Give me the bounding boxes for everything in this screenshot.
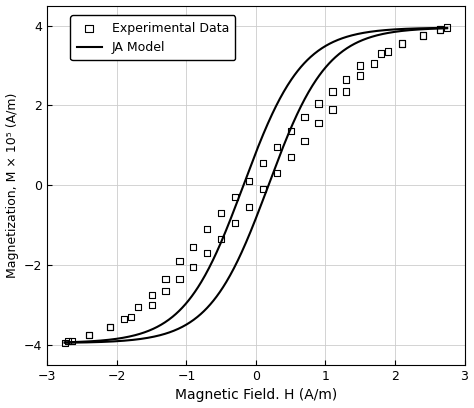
Point [127,314,135,320]
Point [231,220,239,226]
Experimental Data [162,276,169,282]
Point [245,204,253,211]
Experimental Data [106,324,114,330]
Point [437,26,444,33]
Experimental Data [203,226,211,233]
Experimental Data [437,26,444,33]
Point [328,106,336,113]
JA Model [350,33,356,38]
Point [61,340,69,346]
Point [162,288,169,295]
Legend: Experimental Data, JA Model: Experimental Data, JA Model [70,16,235,60]
Point [203,250,211,257]
JA Model [62,340,68,345]
Experimental Data [259,160,267,166]
Experimental Data [301,114,309,121]
Experimental Data [377,50,385,57]
Experimental Data [315,100,322,106]
JA Model [287,79,293,84]
Experimental Data [356,62,364,69]
Y-axis label: Magnetization, M × 10⁵ (A/m): Magnetization, M × 10⁵ (A/m) [6,93,18,278]
Point [301,138,309,144]
JA Model [129,333,135,338]
Point [259,186,267,193]
JA Model [235,198,241,203]
Experimental Data [419,32,427,39]
Point [106,324,114,330]
Point [356,72,364,79]
Experimental Data [443,24,451,31]
Experimental Data [85,332,93,338]
Point [218,236,225,242]
Point [190,264,197,271]
Point [68,338,75,344]
JA Model [317,47,323,52]
Point [85,332,93,338]
Experimental Data [148,292,155,298]
Point [370,60,378,67]
X-axis label: Magnetic Field. H (A/m): Magnetic Field. H (A/m) [175,388,337,402]
Point [398,40,406,47]
Point [384,48,392,55]
Point [315,120,322,126]
Experimental Data [343,76,350,83]
Experimental Data [218,210,225,217]
JA Model [160,321,166,326]
Experimental Data [328,88,336,95]
Point [273,170,281,177]
Point [343,88,350,95]
Point [419,32,427,39]
Point [148,302,155,308]
Experimental Data [190,244,197,251]
Experimental Data [273,144,281,151]
Experimental Data [64,338,72,344]
Point [287,154,294,161]
Experimental Data [398,40,406,47]
Experimental Data [120,316,128,322]
Experimental Data [134,304,142,310]
Experimental Data [176,258,183,264]
Line: JA Model: JA Model [65,28,447,342]
Experimental Data [245,178,253,184]
Experimental Data [231,194,239,201]
Experimental Data [287,128,294,135]
Point [176,276,183,282]
JA Model [444,25,450,30]
